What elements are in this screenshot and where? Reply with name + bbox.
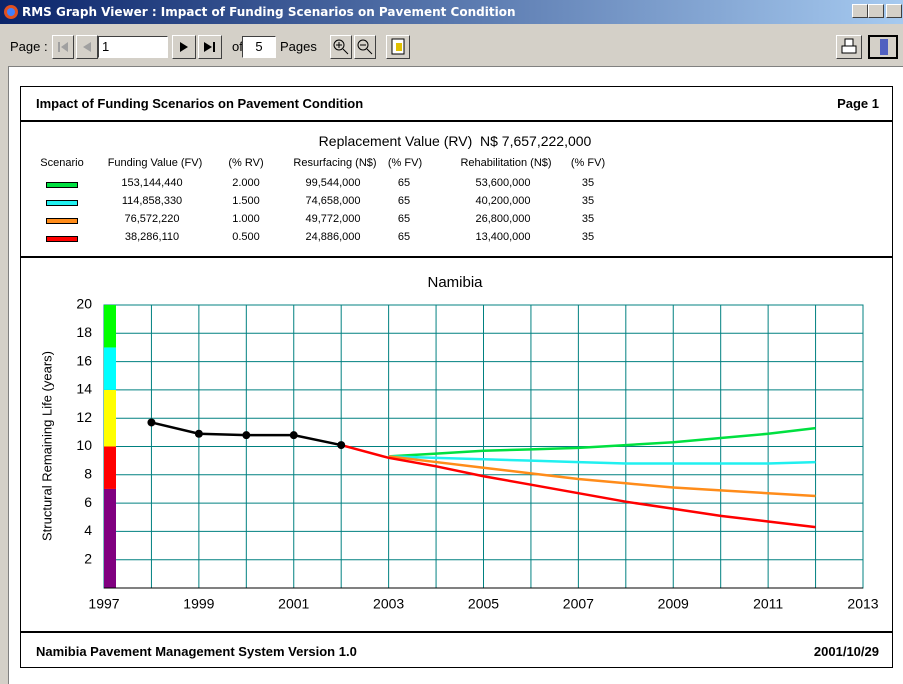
table-cell: 153,144,440 [121,177,183,189]
table-cell: 35 [581,231,595,243]
title-bar [0,0,903,24]
y-tick-label: 4 [84,522,92,538]
y-axis-label: Structural Remaining Life (years) [39,351,54,541]
column-header: (% FV) [570,157,606,169]
page-number: Page 1 [837,96,879,111]
divider [20,256,893,258]
scenario-swatch [46,200,78,206]
y-tick-label: 16 [76,352,92,368]
point [147,418,156,427]
table-cell: 2.000 [232,177,260,189]
x-tick-label: 1999 [183,596,214,612]
y-tick-label: 20 [76,296,92,312]
subtitle: Replacement Value (RV) N$ 7,657,222,000 [318,133,592,149]
x-tick-label: 2003 [373,596,404,612]
series-line [388,426,816,458]
table-cell: 65 [397,213,411,225]
series-line [388,455,816,498]
scenario-swatch [46,218,78,224]
chart-title: Namibia [427,274,483,291]
pages-label: Pages [280,39,317,54]
table-cell: 35 [581,177,595,189]
y-tick-label: 8 [84,466,92,482]
table-cell: 114,858,330 [121,195,183,207]
page-label: Page : [10,39,48,54]
y-tick-label: 10 [76,437,92,453]
table-cell: 24,886,000 [305,231,361,243]
column-header: (% FV) [387,157,423,169]
table-cell: 65 [397,231,411,243]
minimize-button[interactable] [852,4,868,18]
report-title: Impact of Funding Scenarios on Pavement … [36,96,364,111]
table-cell: 35 [581,213,595,225]
close-button[interactable] [886,4,902,18]
table-cell: 40,200,000 [475,195,531,207]
column-header: Scenario [40,157,84,169]
table-cell: 49,772,000 [305,213,361,225]
point [337,441,346,450]
condition-band [104,305,116,348]
series-line [340,443,816,529]
table-cell: 1.000 [232,213,260,225]
x-tick-label: 2005 [468,596,499,612]
of-label: of [232,39,243,54]
condition-band [104,446,116,489]
app-icon [4,5,18,19]
report-page [20,86,893,668]
table-cell: 74,658,000 [305,195,361,207]
x-tick-label: 2013 [847,596,878,612]
page-input[interactable]: 1 [98,36,168,58]
x-tick-label: 2001 [278,596,309,612]
table-cell: 53,600,000 [475,177,531,189]
table-cell: 13,400,000 [475,231,531,243]
divider [20,631,893,633]
maximize-button[interactable] [868,4,884,18]
series-line [388,455,816,465]
condition-band [104,488,116,588]
scenario-swatch [46,182,78,188]
table-cell: 65 [397,195,411,207]
y-tick-label: 2 [84,550,92,566]
total-pages: 5 [242,36,276,58]
table-cell: 0.500 [232,231,260,243]
table-cell: 99,544,000 [305,177,361,189]
divider [20,120,893,122]
column-header: (% RV) [228,157,264,169]
table-cell: 65 [397,177,411,189]
table-cell: 35 [581,195,595,207]
x-tick-label: 2007 [563,596,594,612]
point [194,429,203,438]
chart: Namibia Structural Remaining Life (years… [39,274,878,612]
scenario-swatch [46,236,78,242]
x-tick-label: 2009 [658,596,689,612]
footer-text: Namibia Pavement Management System Versi… [36,644,357,659]
y-tick-label: 18 [76,324,92,340]
table-cell: 38,286,110 [124,231,180,243]
report-date: 2001/10/29 [813,644,879,659]
window-title: RMS Graph Viewer : Impact of Funding Sce… [22,5,516,19]
y-tick-label: 6 [84,494,92,510]
point [289,431,298,440]
toolbar-icons [58,38,888,55]
condition-band [104,389,116,447]
y-tick-label: 12 [76,409,92,425]
x-tick-label: 1997 [88,596,119,612]
column-header: Funding Value (FV) [107,157,203,169]
condition-band [104,347,116,390]
point [242,431,251,440]
y-tick-label: 14 [76,381,92,397]
column-header: Rehabilitation (N$) [460,157,552,169]
table-cell: 1.500 [232,195,260,207]
column-header: Resurfacing (N$) [293,157,377,169]
table-cell: 76,572,220 [124,213,180,225]
table-cell: 26,800,000 [475,213,531,225]
x-tick-label: 2011 [753,596,783,612]
